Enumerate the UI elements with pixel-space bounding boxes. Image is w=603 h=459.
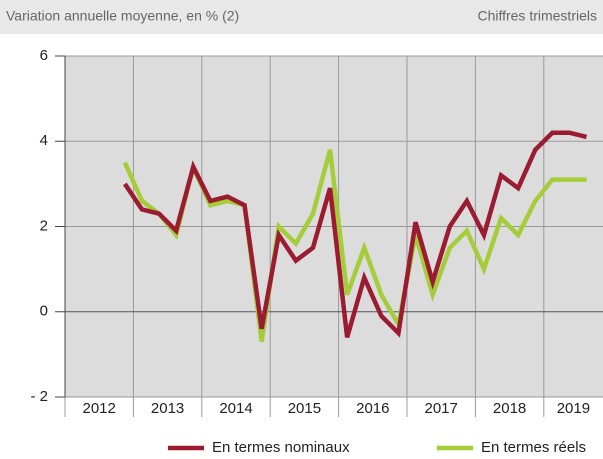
- header-right: Chiffres trimestriels: [477, 8, 597, 24]
- x-tick-label: 2015: [288, 400, 321, 417]
- y-tick-label: 0: [40, 303, 48, 320]
- header-bar: [0, 0, 603, 34]
- x-tick-label: 2016: [356, 400, 389, 417]
- legend-label: En termes nominaux: [212, 439, 350, 456]
- x-tick-label: 2014: [219, 400, 252, 417]
- x-tick-label: 2017: [425, 400, 458, 417]
- x-tick-label: 2018: [493, 400, 526, 417]
- y-tick-label: 6: [40, 47, 48, 64]
- y-tick-label: 2: [40, 217, 48, 234]
- series-line: [122, 130, 588, 338]
- header-left: Variation annuelle moyenne, en % (2): [6, 8, 239, 24]
- y-tick-label: 4: [40, 132, 48, 149]
- x-tick-label: 2019: [557, 400, 590, 417]
- x-tick-label: 2012: [83, 400, 116, 417]
- legend-label: En termes réels: [481, 439, 586, 456]
- x-tick-label: 2013: [151, 400, 184, 417]
- y-tick-label: - 2: [30, 388, 48, 405]
